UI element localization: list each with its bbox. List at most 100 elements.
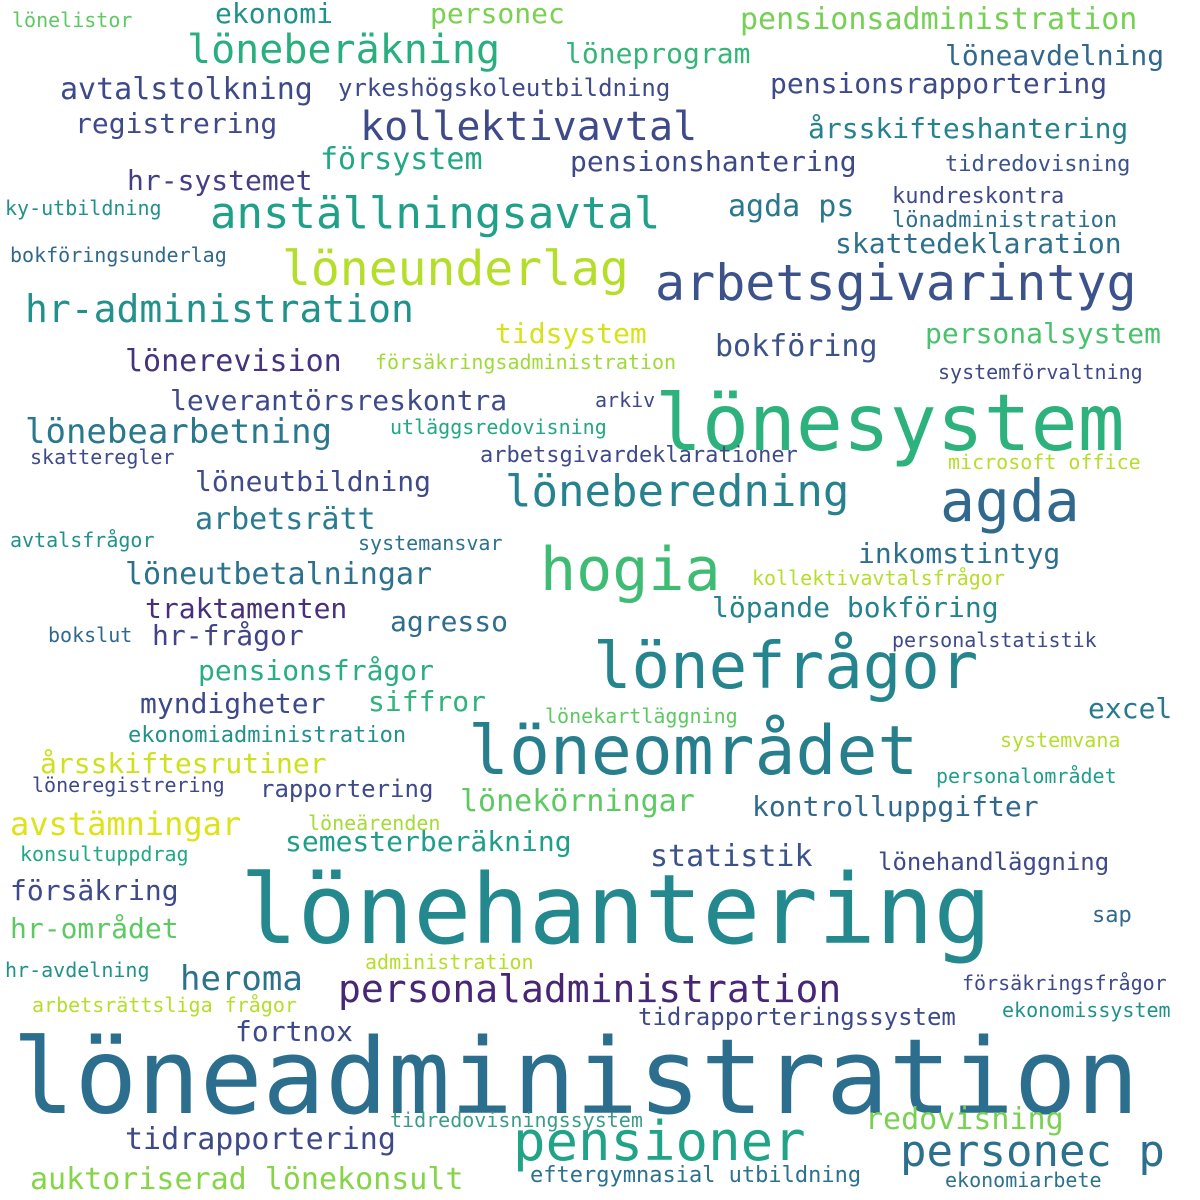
word-ekonomiarbete: ekonomiarbete bbox=[945, 1168, 1102, 1192]
word-loneadministration: löneadministration bbox=[12, 1016, 1140, 1138]
word-lonehandlaggning: lönehandläggning bbox=[878, 848, 1110, 876]
word-tidredovisningssystem: tidredovisningssystem bbox=[390, 1108, 643, 1132]
word-agda-ps: agda ps bbox=[728, 189, 855, 224]
word-anstallningsavtal: anställningsavtal bbox=[210, 188, 661, 239]
word-sap: sap bbox=[1092, 903, 1132, 928]
word-avtalsfragor: avtalsfrågor bbox=[10, 528, 155, 552]
word-loneberakning: löneberäkning bbox=[187, 27, 501, 73]
word-bokslut: bokslut bbox=[48, 623, 133, 647]
word-eftergymnasial-utbildning: eftergymnasial utbildning bbox=[530, 1163, 862, 1188]
word-lonekorningar: lönekörningar bbox=[460, 784, 695, 819]
word-kollektivavtalsfragor: kollektivavtalsfrågor bbox=[752, 566, 1005, 590]
word-redovisning: redovisning bbox=[865, 1102, 1064, 1137]
word-skatteregler: skatteregler bbox=[30, 445, 175, 469]
word-lonerevision: lönerevision bbox=[125, 344, 342, 379]
word-kundreskontra: kundreskontra bbox=[892, 184, 1065, 209]
word-kollektivavtal: kollektivavtal bbox=[360, 104, 698, 150]
word-hr-omradet: hr-området bbox=[10, 912, 179, 945]
word-forsystem: försystem bbox=[320, 142, 483, 177]
word-pensioner: pensioner bbox=[513, 1110, 806, 1173]
word-ekonomissystem: ekonomissystem bbox=[1002, 998, 1171, 1022]
word-registrering: registrering bbox=[75, 107, 278, 140]
word-excel: excel bbox=[1088, 692, 1173, 725]
word-lopande-bokforing: löpande bokföring bbox=[712, 591, 999, 624]
word-bokforingsunderlag: bokföringsunderlag bbox=[10, 243, 227, 267]
word-inkomstintyg: inkomstintyg bbox=[858, 537, 1061, 570]
word-statistik: statistik bbox=[650, 839, 813, 874]
word-tidsystem: tidsystem bbox=[495, 317, 647, 350]
word-microsoft-office: microsoft office bbox=[948, 450, 1141, 474]
word-lonekartlaggning: lönekartläggning bbox=[545, 704, 738, 728]
word-ekonomi: ekonomi bbox=[215, 0, 334, 30]
word-avtalstolkning: avtalstolkning bbox=[60, 72, 313, 107]
word-loneprogram: löneprogram bbox=[565, 37, 751, 70]
word-bokforing: bokföring bbox=[715, 329, 878, 364]
word-hogia: hogia bbox=[540, 535, 721, 605]
word-loneutbildning: löneutbildning bbox=[195, 465, 432, 498]
word-forsakring: försäkring bbox=[10, 874, 179, 907]
word-forsakringsfragor: försäkringsfrågor bbox=[962, 971, 1167, 995]
word-arbetsgivarintyg: arbetsgivarintyg bbox=[655, 254, 1137, 312]
word-agresso: agresso bbox=[390, 605, 509, 638]
word-personalstatistik: personalstatistik bbox=[892, 628, 1097, 652]
word-agda: agda bbox=[940, 467, 1080, 535]
word-administration: administration bbox=[365, 950, 534, 974]
word-tidrapporteringssystem: tidrapporteringssystem bbox=[638, 1003, 956, 1031]
word-yrkeshogskoleutbildning: yrkeshögskoleutbildning bbox=[338, 74, 671, 102]
word-arsskiftesrutiner: årsskiftesrutiner bbox=[40, 747, 327, 780]
word-hr-systemet: hr-systemet bbox=[127, 164, 313, 197]
word-systemansvar: systemansvar bbox=[358, 531, 503, 555]
word-personalomradet: personalområdet bbox=[936, 764, 1117, 788]
word-lonefragor: lönefrågor bbox=[593, 630, 979, 704]
word-pensionshantering: pensionshantering bbox=[570, 145, 857, 178]
word-hr-administration: hr-administration bbox=[25, 287, 414, 331]
word-pensionsrapportering: pensionsrapportering bbox=[770, 67, 1108, 100]
word-skattedeklaration: skattedeklaration bbox=[835, 227, 1122, 260]
word-hr-avdelning: hr-avdelning bbox=[5, 958, 150, 982]
word-traktamenten: traktamenten bbox=[145, 592, 348, 625]
word-pensionsfragor: pensionsfrågor bbox=[198, 654, 435, 687]
word-loneregistrering: löneregistrering bbox=[32, 773, 225, 797]
word-loneberedning: löneberedning bbox=[505, 466, 850, 517]
word-personaladministration: personaladministration bbox=[338, 967, 842, 1011]
word-leverantorsreskontra: leverantörsreskontra bbox=[170, 384, 508, 417]
word-arkiv: arkiv bbox=[595, 388, 656, 412]
word-konsultuppdrag: konsultuppdrag bbox=[20, 842, 189, 866]
word-lonesystem: lönesystem bbox=[655, 379, 1125, 469]
word-ekonomiadministration: ekonomiadministration bbox=[128, 723, 407, 748]
word-lonearenden: löneärenden bbox=[308, 811, 441, 835]
word-arbetsrattsliga-fragor: arbetsrättsliga frågor bbox=[32, 993, 297, 1017]
word-semesterberakning: semesterberäkning bbox=[285, 825, 572, 858]
word-tidrapportering: tidrapportering bbox=[125, 1122, 396, 1157]
word-loneavdelning: löneavdelning bbox=[945, 39, 1165, 72]
word-loneutbetalningar: löneutbetalningar bbox=[125, 557, 433, 592]
word-personalsystem: personalsystem bbox=[925, 317, 1162, 350]
word-utlaggsredovisning: utläggsredovisning bbox=[390, 415, 607, 439]
word-heroma: heroma bbox=[180, 959, 303, 999]
word-lonebearbetning: lönebearbetning bbox=[25, 412, 333, 452]
word-auktoriserad-lonekonsult: auktoriserad lönekonsult bbox=[30, 1162, 464, 1197]
word-personec-p: personec p bbox=[900, 1126, 1165, 1177]
word-tidredovisning: tidredovisning bbox=[945, 152, 1131, 177]
word-lonehantering: lönehantering bbox=[240, 854, 992, 966]
word-loneomradet: löneområdet bbox=[468, 712, 919, 791]
word-lonelistor: lönelistor bbox=[12, 8, 133, 32]
word-lonadministration: lönadministration bbox=[892, 208, 1118, 233]
word-pensionsadministration: pensionsadministration bbox=[740, 2, 1138, 37]
word-systemvana: systemvana bbox=[1000, 728, 1121, 752]
word-arsskifteshantering: årsskifteshantering bbox=[808, 112, 1129, 145]
word-arbetsratt: arbetsrätt bbox=[195, 502, 376, 537]
word-myndigheter: myndigheter bbox=[140, 687, 326, 720]
word-fortnox: fortnox bbox=[235, 1015, 354, 1048]
word-forsakringsadministration: försäkringsadministration bbox=[375, 350, 677, 374]
word-hr-fragor: hr-frågor bbox=[152, 619, 304, 652]
word-ky-utbildning: ky-utbildning bbox=[5, 196, 162, 220]
word-systemforvaltning: systemförvaltning bbox=[938, 360, 1143, 384]
word-arbetsgivardeklarationer: arbetsgivardeklarationer bbox=[480, 443, 798, 468]
word-rapportering: rapportering bbox=[260, 775, 434, 803]
word-kontrolluppgifter: kontrolluppgifter bbox=[752, 790, 1039, 823]
word-loneunderlag: löneunderlag bbox=[282, 241, 629, 297]
word-avstamningar: avstämningar bbox=[10, 805, 242, 843]
word-siffror: siffror bbox=[368, 685, 487, 718]
